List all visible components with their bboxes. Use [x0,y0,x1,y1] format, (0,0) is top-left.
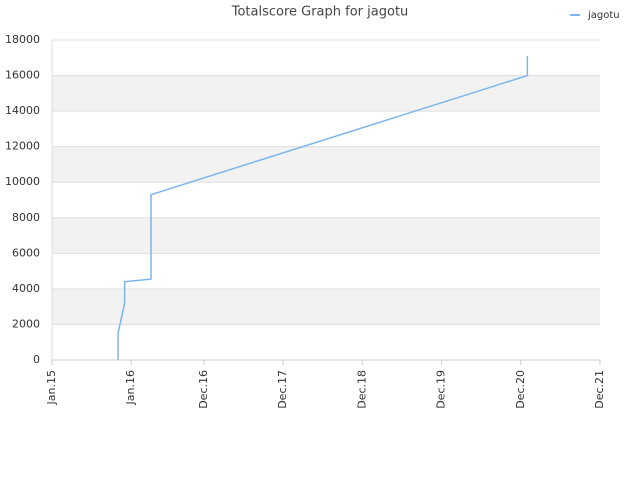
y-tick-label: 16000 [5,69,40,82]
y-tick-label: 6000 [12,246,40,259]
y-tick-label: 12000 [5,140,40,153]
band [52,75,600,112]
x-tick-label: Jan.15 [45,370,58,405]
legend-label: jagotu [587,10,620,21]
x-tick-label: Jan.16 [124,370,137,405]
band [52,217,600,254]
x-tick-label: Dec.19 [435,370,448,409]
band [52,146,600,183]
y-tick-label: 8000 [12,211,40,224]
y-tick-label: 18000 [5,33,40,46]
line [117,56,529,360]
x-tick-label: Dec.17 [276,370,289,409]
y-tick-label: 14000 [5,104,40,117]
y-tick-label: 10000 [5,175,40,188]
y-tick-label: 2000 [12,317,40,330]
y-tick-label: 4000 [12,282,40,295]
x-tick-label: Dec.16 [197,370,210,409]
x-tick-label: Dec.20 [514,370,527,409]
x-tick-label: Dec.21 [593,370,606,409]
chart-title: Totalscore Graph for jagotu [231,5,409,20]
y-tick-label: 0 [33,353,40,366]
x-tick-label: Dec.18 [355,370,368,409]
band [52,288,600,325]
